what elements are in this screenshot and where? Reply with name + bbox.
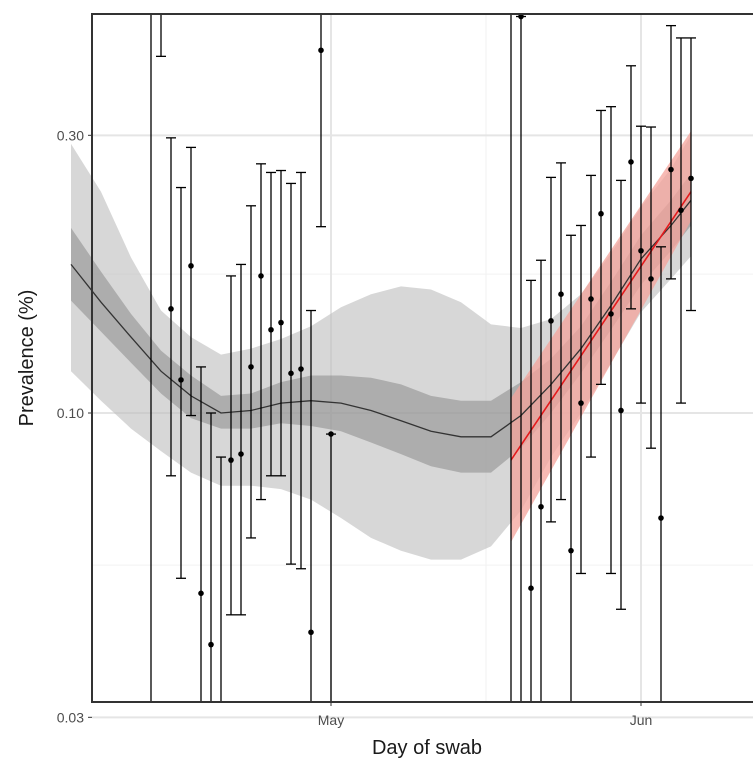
data-point <box>528 585 534 591</box>
data-point <box>198 590 204 597</box>
data-point <box>268 326 274 333</box>
error-bars <box>150 14 696 702</box>
data-point <box>648 276 654 282</box>
data-point <box>568 547 574 554</box>
data-point <box>168 306 174 312</box>
data-point <box>278 319 284 326</box>
y-tick-label: 0.30 <box>57 127 84 143</box>
x-tick-label: Jun <box>630 712 653 728</box>
data-point <box>678 207 684 214</box>
y-tick-label: 0.10 <box>57 405 84 421</box>
data-point <box>308 629 314 636</box>
data-point <box>558 291 564 298</box>
data-point <box>578 400 584 406</box>
data-point <box>628 159 634 165</box>
data-point <box>538 503 544 510</box>
data-point <box>288 370 294 377</box>
y-axis-title: Prevalence (%) <box>16 290 38 427</box>
data-point <box>228 457 234 463</box>
data-point <box>208 641 214 648</box>
y-tick-label: 0.03 <box>57 709 84 725</box>
data-point <box>318 47 324 54</box>
data-point <box>188 263 194 269</box>
data-point <box>238 451 244 457</box>
data-point <box>668 166 674 173</box>
x-tick-label: May <box>318 712 344 728</box>
data-point <box>638 247 644 254</box>
data-point <box>658 515 664 521</box>
data-point <box>258 273 264 279</box>
data-point <box>588 296 594 302</box>
data-point <box>618 407 624 414</box>
data-point <box>248 364 254 370</box>
plot-panel-border <box>91 13 753 703</box>
data-points <box>168 13 694 648</box>
data-point <box>608 311 614 317</box>
data-point <box>688 175 694 182</box>
data-point <box>598 210 604 217</box>
smooth-line <box>70 199 692 438</box>
data-point <box>178 377 184 383</box>
data-point <box>548 318 554 324</box>
x-axis-title: Day of swab <box>372 737 482 759</box>
data-point <box>298 366 304 372</box>
data-point <box>328 431 334 437</box>
data-point <box>518 13 524 20</box>
